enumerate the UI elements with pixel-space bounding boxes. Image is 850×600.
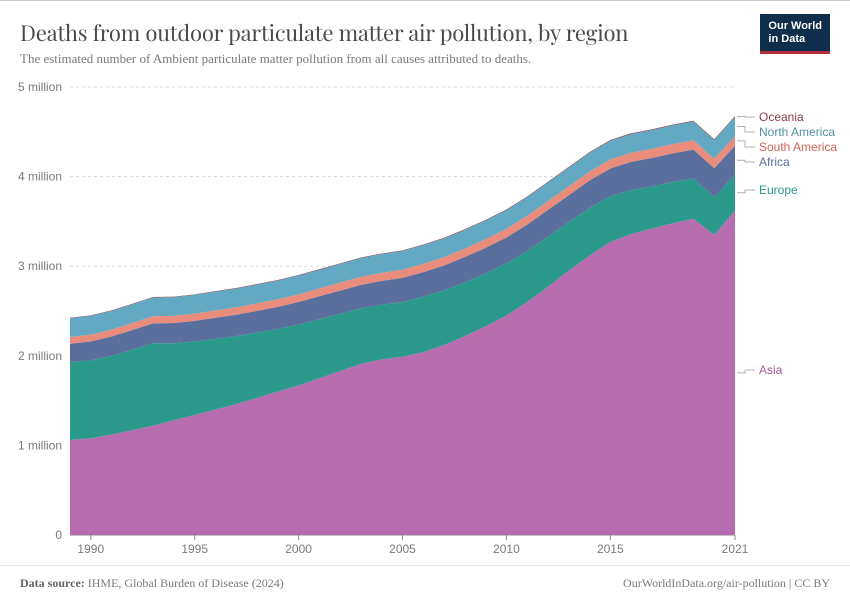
y-tick-label: 2 million [18,349,62,363]
attribution: OurWorldInData.org/air-pollution | CC BY [623,576,830,591]
logo-line2: in Data [768,33,805,45]
chart-footer: Data source: IHME, Global Burden of Dise… [0,565,850,591]
owid-logo: Our World in Data [760,14,830,54]
logo-line1: Our World [768,20,822,32]
x-tick-label: 2005 [389,542,416,556]
y-tick-label: 0 [55,528,62,542]
series-label-asia: Asia [759,363,783,377]
data-source: Data source: IHME, Global Burden of Dise… [20,576,284,591]
chart-title: Deaths from outdoor particulate matter a… [20,17,830,47]
chart-area: 0 1 million 2 million 3 million 4 million 5 m… [0,75,850,565]
source-value: IHME, Global Burden of Disease (2024) [88,576,284,590]
y-tick-label: 3 million [18,259,62,273]
y-tick-label: 5 million [18,80,62,94]
x-tick-label: 2000 [285,542,312,556]
stacked-area-chart: 0 1 million 2 million 3 million 4 million 5 m… [0,75,850,565]
series-label-europe: Europe [759,183,798,197]
series-label-north-america: North America [759,125,835,139]
series-label-south-america: South America [759,140,837,154]
series-label-oceania: Oceania [759,110,804,124]
chart-subtitle: The estimated number of Ambient particul… [20,51,830,67]
source-label: Data source: [20,576,85,590]
x-tick-label: 1995 [181,542,208,556]
y-tick-label: 1 million [18,438,62,452]
x-tick-label: 1990 [77,542,104,556]
x-tick-label: 2015 [597,542,624,556]
x-tick-label: 2021 [722,542,749,556]
series-label-africa: Africa [759,155,790,169]
chart-header: Deaths from outdoor particulate matter a… [0,0,850,75]
x-tick-label: 2010 [493,542,520,556]
y-tick-label: 4 million [18,170,62,184]
